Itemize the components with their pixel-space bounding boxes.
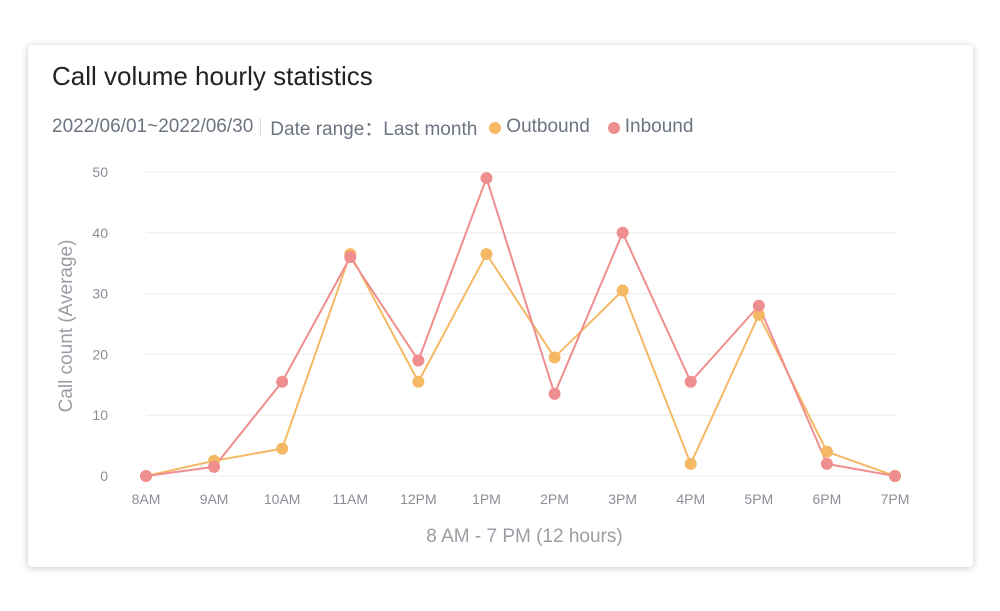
y-tick-label: 40 bbox=[92, 225, 108, 241]
y-tick-label: 20 bbox=[92, 346, 108, 362]
x-tick-label: 10AM bbox=[264, 491, 301, 507]
data-point-inbound[interactable] bbox=[140, 470, 152, 482]
data-point-inbound[interactable] bbox=[548, 387, 561, 400]
x-tick-label: 5PM bbox=[744, 491, 773, 507]
data-point-inbound[interactable] bbox=[412, 354, 425, 367]
series-points bbox=[140, 172, 901, 482]
outbound-dot-icon bbox=[489, 122, 502, 134]
legend-item-inbound[interactable]: Inbound bbox=[607, 116, 694, 138]
inbound-dot-icon bbox=[607, 122, 620, 134]
data-point-outbound[interactable] bbox=[480, 248, 493, 261]
data-point-outbound[interactable] bbox=[820, 445, 833, 458]
line-chart: 0 10 20 30 40 50 8AM 9AM 10AM 11AM 12PM 1PM 2PM 3PM 4… bbox=[56, 164, 910, 547]
subtitle-divider bbox=[260, 118, 262, 136]
data-point-outbound[interactable] bbox=[412, 375, 425, 388]
data-point-outbound[interactable] bbox=[616, 284, 629, 297]
data-point-outbound[interactable] bbox=[276, 442, 289, 455]
chart-title: Call volume hourly statistics bbox=[52, 61, 373, 91]
x-tick-label: 9AM bbox=[200, 491, 229, 507]
y-tick-label: 0 bbox=[100, 468, 108, 484]
data-point-outbound[interactable] bbox=[684, 457, 697, 470]
data-point-inbound[interactable] bbox=[480, 172, 493, 185]
chart-card: Call volume hourly statistics 2022/06/01… bbox=[28, 45, 973, 567]
y-axis-ticks: 0 10 20 30 40 50 bbox=[92, 164, 108, 484]
grid-lines bbox=[146, 171, 895, 477]
series-lines bbox=[145, 177, 896, 477]
y-tick-label: 10 bbox=[92, 407, 108, 423]
x-tick-label: 1PM bbox=[472, 491, 501, 507]
chart-subtitle: 2022/06/01~2022/06/30 Date range：Last mo… bbox=[52, 115, 711, 140]
x-tick-label: 6PM bbox=[813, 491, 842, 507]
series-line-inbound bbox=[145, 177, 896, 477]
data-point-inbound[interactable] bbox=[889, 470, 901, 482]
y-tick-label: 50 bbox=[92, 164, 108, 180]
y-axis-title: Call count (Average) bbox=[56, 240, 77, 413]
data-point-outbound[interactable] bbox=[548, 351, 561, 364]
series-line-outbound bbox=[145, 253, 896, 477]
x-tick-label: 4PM bbox=[676, 491, 705, 507]
data-point-inbound[interactable] bbox=[616, 226, 629, 239]
x-tick-label: 8AM bbox=[132, 491, 161, 507]
x-axis-title: 8 AM - 7 PM (12 hours) bbox=[426, 526, 622, 547]
data-point-outbound[interactable] bbox=[752, 308, 765, 321]
data-point-inbound[interactable] bbox=[820, 457, 833, 470]
legend-item-outbound[interactable]: Outbound bbox=[489, 116, 590, 138]
date-period: 2022/06/01~2022/06/30 bbox=[52, 116, 254, 137]
data-point-inbound[interactable] bbox=[684, 375, 697, 388]
y-tick-label: 30 bbox=[92, 286, 108, 302]
x-axis-ticks: 8AM 9AM 10AM 11AM 12PM 1PM 2PM 3PM 4PM 5PM 6PM 7PM bbox=[132, 491, 910, 507]
legend-label-outbound: Outbound bbox=[506, 116, 590, 137]
legend-label-inbound: Inbound bbox=[624, 116, 694, 137]
x-tick-label: 11AM bbox=[332, 491, 368, 507]
date-range-label: Date range：Last month bbox=[270, 118, 478, 140]
x-tick-label: 12PM bbox=[400, 491, 437, 507]
data-point-inbound[interactable] bbox=[208, 460, 221, 473]
x-tick-label: 3PM bbox=[608, 491, 637, 507]
x-tick-label: 2PM bbox=[540, 491, 569, 507]
x-tick-label: 7PM bbox=[881, 491, 910, 507]
data-point-inbound[interactable] bbox=[344, 251, 357, 264]
data-point-inbound[interactable] bbox=[276, 375, 289, 388]
data-point-inbound[interactable] bbox=[752, 299, 765, 312]
